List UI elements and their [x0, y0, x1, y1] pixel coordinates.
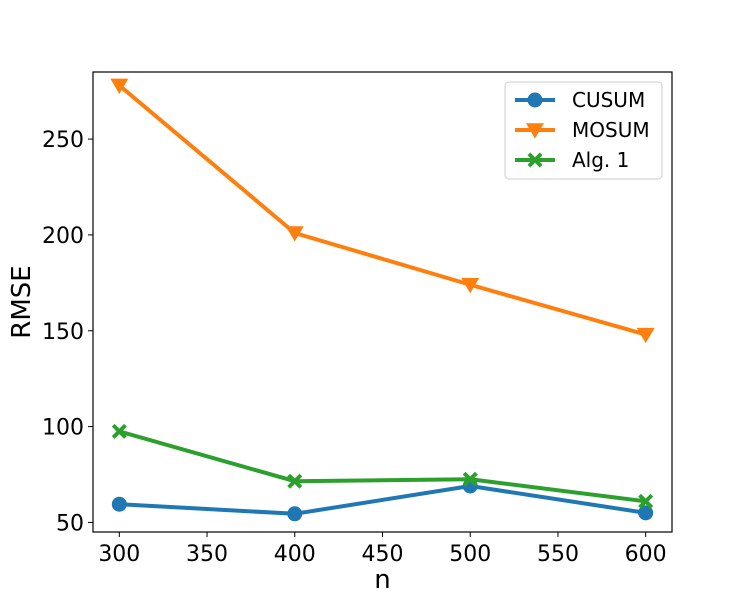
series-line-cusum	[119, 484, 646, 516]
x-tick-label: 300	[98, 542, 140, 567]
legend-box	[504, 81, 663, 180]
x-axis-label: n	[374, 565, 390, 595]
x-tick-label: 450	[362, 542, 404, 567]
x-tick-label: 350	[186, 542, 228, 567]
y-tick-label: 100	[42, 416, 84, 441]
y-axis-label: RMSE	[7, 265, 37, 338]
data-point-cusum	[287, 506, 303, 522]
x-tick-label: 550	[537, 542, 579, 567]
legend: CUSUM MOSUM Alg. 1	[504, 81, 663, 180]
data-point-alg-1	[111, 423, 127, 439]
data-point-alg-1	[462, 471, 478, 487]
y-tick-label: 200	[42, 224, 84, 249]
data-point-cusum	[638, 505, 654, 521]
legend-marker-cusum	[527, 92, 543, 108]
series-line-alg-1	[118, 429, 646, 504]
data-point-mosum	[285, 226, 304, 242]
legend-marker-mosum	[526, 123, 544, 139]
plot-area	[110, 78, 655, 522]
legend-label-alg-1: Alg. 1	[572, 148, 629, 172]
legend-label-cusum: CUSUM	[572, 88, 645, 112]
series-line-mosum	[118, 83, 647, 337]
data-point-mosum	[636, 327, 655, 344]
data-point-mosum	[461, 278, 480, 294]
legend-label-mosum: MOSUM	[572, 118, 650, 142]
axes: 300 350 400 450 500 550 600 50 100 150 200 250	[42, 71, 673, 567]
data-point-mosum	[110, 78, 129, 94]
y-tick-label: 150	[42, 320, 84, 345]
x-tick-label: 400	[274, 542, 316, 567]
x-tick-label: 500	[449, 542, 491, 567]
y-tick-label: 250	[42, 128, 84, 153]
y-tick-label: 50	[56, 511, 84, 536]
data-point-cusum	[111, 496, 127, 512]
data-point-alg-1	[638, 493, 654, 509]
data-point-alg-1	[287, 473, 303, 489]
x-tick-label: 600	[625, 542, 667, 567]
legend-marker-alg-1	[527, 152, 543, 168]
